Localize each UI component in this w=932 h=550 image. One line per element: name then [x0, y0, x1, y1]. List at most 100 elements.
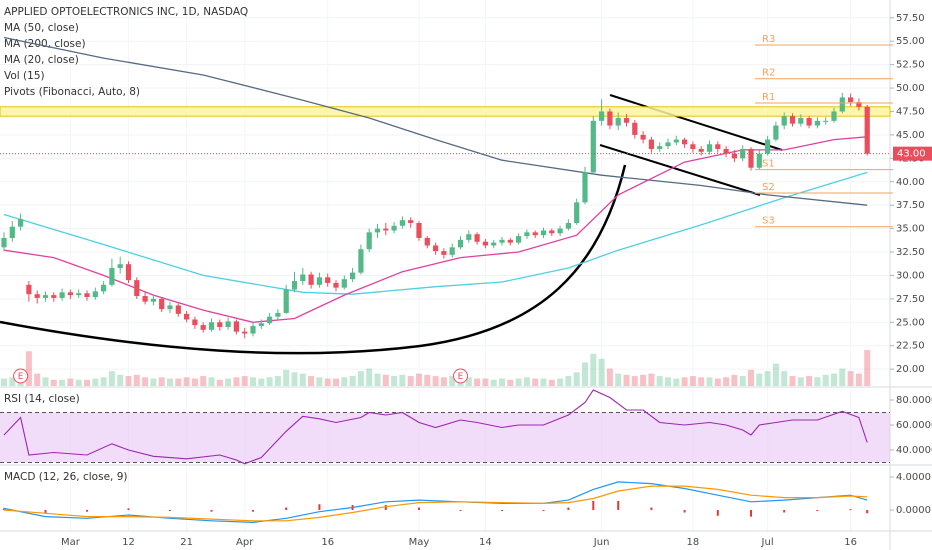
volume-bar — [540, 378, 547, 386]
candle-body — [756, 153, 762, 168]
y-tick-label: 55.00 — [896, 36, 925, 47]
candle-body — [723, 148, 729, 154]
candle-body — [507, 239, 513, 243]
volume-bar — [797, 377, 804, 386]
candle-body — [308, 274, 314, 285]
x-tick-label: 21 — [180, 537, 193, 548]
candle-body — [839, 97, 845, 112]
volume-bar — [499, 378, 505, 386]
volume-bar — [573, 372, 580, 386]
candle-body — [134, 280, 140, 297]
legend-entry: Vol (15) — [4, 70, 45, 82]
candle-body — [731, 153, 737, 159]
volume-bar — [582, 362, 588, 386]
histogram-bar — [210, 510, 213, 512]
histogram-bar — [567, 507, 570, 511]
volume-bar — [191, 378, 198, 386]
volume-bar — [241, 376, 248, 386]
volume-bar — [208, 377, 215, 386]
volume-bar — [92, 378, 99, 386]
candle-body — [482, 241, 488, 246]
x-tick-label: 16 — [844, 537, 857, 548]
volume-bar — [108, 371, 115, 386]
candle-body — [258, 323, 264, 327]
volume-bar — [324, 378, 331, 386]
volume-bar — [416, 373, 422, 386]
candle-body — [67, 292, 73, 296]
candle-body — [466, 234, 472, 240]
candle-body — [34, 294, 40, 298]
last-price-label: 43.00 — [897, 149, 926, 160]
histogram-bar — [418, 507, 420, 511]
y-tick-label: 47.50 — [896, 106, 925, 117]
highlight-zone — [0, 106, 891, 117]
candle-body — [607, 111, 613, 126]
legend-entry: MA (50, close) — [4, 22, 79, 34]
candle-body — [242, 331, 248, 334]
y-tick-label: 60.0000 — [896, 420, 932, 431]
candle-body — [408, 220, 414, 223]
event-label: E — [18, 372, 24, 382]
candle-body — [291, 281, 298, 290]
volume-bar — [606, 368, 613, 386]
y-tick-label: 45.00 — [896, 130, 925, 141]
rsi-band — [0, 412, 890, 463]
candle-body — [208, 322, 215, 330]
x-tick-label: 14 — [479, 537, 492, 548]
candle-body — [648, 139, 654, 149]
volume-bar — [266, 377, 273, 386]
volume-bar — [216, 379, 223, 386]
candle-body — [665, 142, 671, 147]
volume-bar — [548, 379, 555, 386]
candle-body — [184, 313, 190, 320]
volume-bar — [772, 363, 779, 386]
volume-bar — [183, 377, 190, 386]
candle-body — [499, 239, 505, 243]
candle-body — [117, 264, 123, 268]
pivot-label: R1 — [762, 92, 775, 103]
y-tick-label: 40.0000 — [896, 445, 932, 456]
volume-bar — [67, 378, 74, 386]
volume-bar — [532, 378, 539, 386]
x-tick-label: 18 — [687, 537, 700, 548]
candle-body — [51, 295, 57, 298]
histogram-bar — [3, 508, 5, 511]
candle-body — [283, 289, 289, 313]
volume-bar — [34, 373, 41, 386]
volume-bar — [374, 373, 381, 386]
volume-bar — [598, 358, 605, 386]
candle-body — [76, 293, 82, 296]
legend-entry: Pivots (Fibonacci, Auto, 8) — [4, 86, 140, 98]
pane-title: RSI (14, close) — [4, 393, 80, 405]
volume-bar — [133, 374, 140, 386]
candle-body — [682, 139, 688, 145]
volume-bar — [474, 378, 481, 386]
candle-body — [781, 116, 787, 126]
candle-body — [848, 97, 854, 103]
volume-bar — [565, 376, 572, 386]
volume-bar — [440, 377, 447, 386]
candle-body — [225, 321, 231, 327]
volume-bar — [299, 373, 306, 386]
histogram-bar — [716, 510, 719, 516]
candle-body — [200, 325, 206, 330]
histogram-bar — [617, 500, 620, 511]
volume-bar — [158, 377, 165, 386]
histogram-bar — [44, 510, 47, 514]
volume-bar — [698, 377, 705, 386]
volume-bar — [482, 378, 489, 386]
histogram-bar — [866, 510, 869, 514]
volume-bar — [839, 368, 846, 386]
candle-body — [491, 242, 497, 246]
histogram-bar — [849, 509, 852, 511]
candle-body — [275, 312, 281, 317]
volume-bar — [333, 378, 339, 386]
y-tick-label: 30.00 — [896, 270, 925, 281]
volume-bar — [623, 374, 630, 386]
volume-bar — [291, 372, 298, 386]
x-tick-label: 12 — [122, 537, 135, 548]
x-tick-label: May — [409, 537, 430, 548]
pivot-label: R3 — [762, 34, 775, 45]
y-tick-label: 50.00 — [896, 83, 925, 94]
